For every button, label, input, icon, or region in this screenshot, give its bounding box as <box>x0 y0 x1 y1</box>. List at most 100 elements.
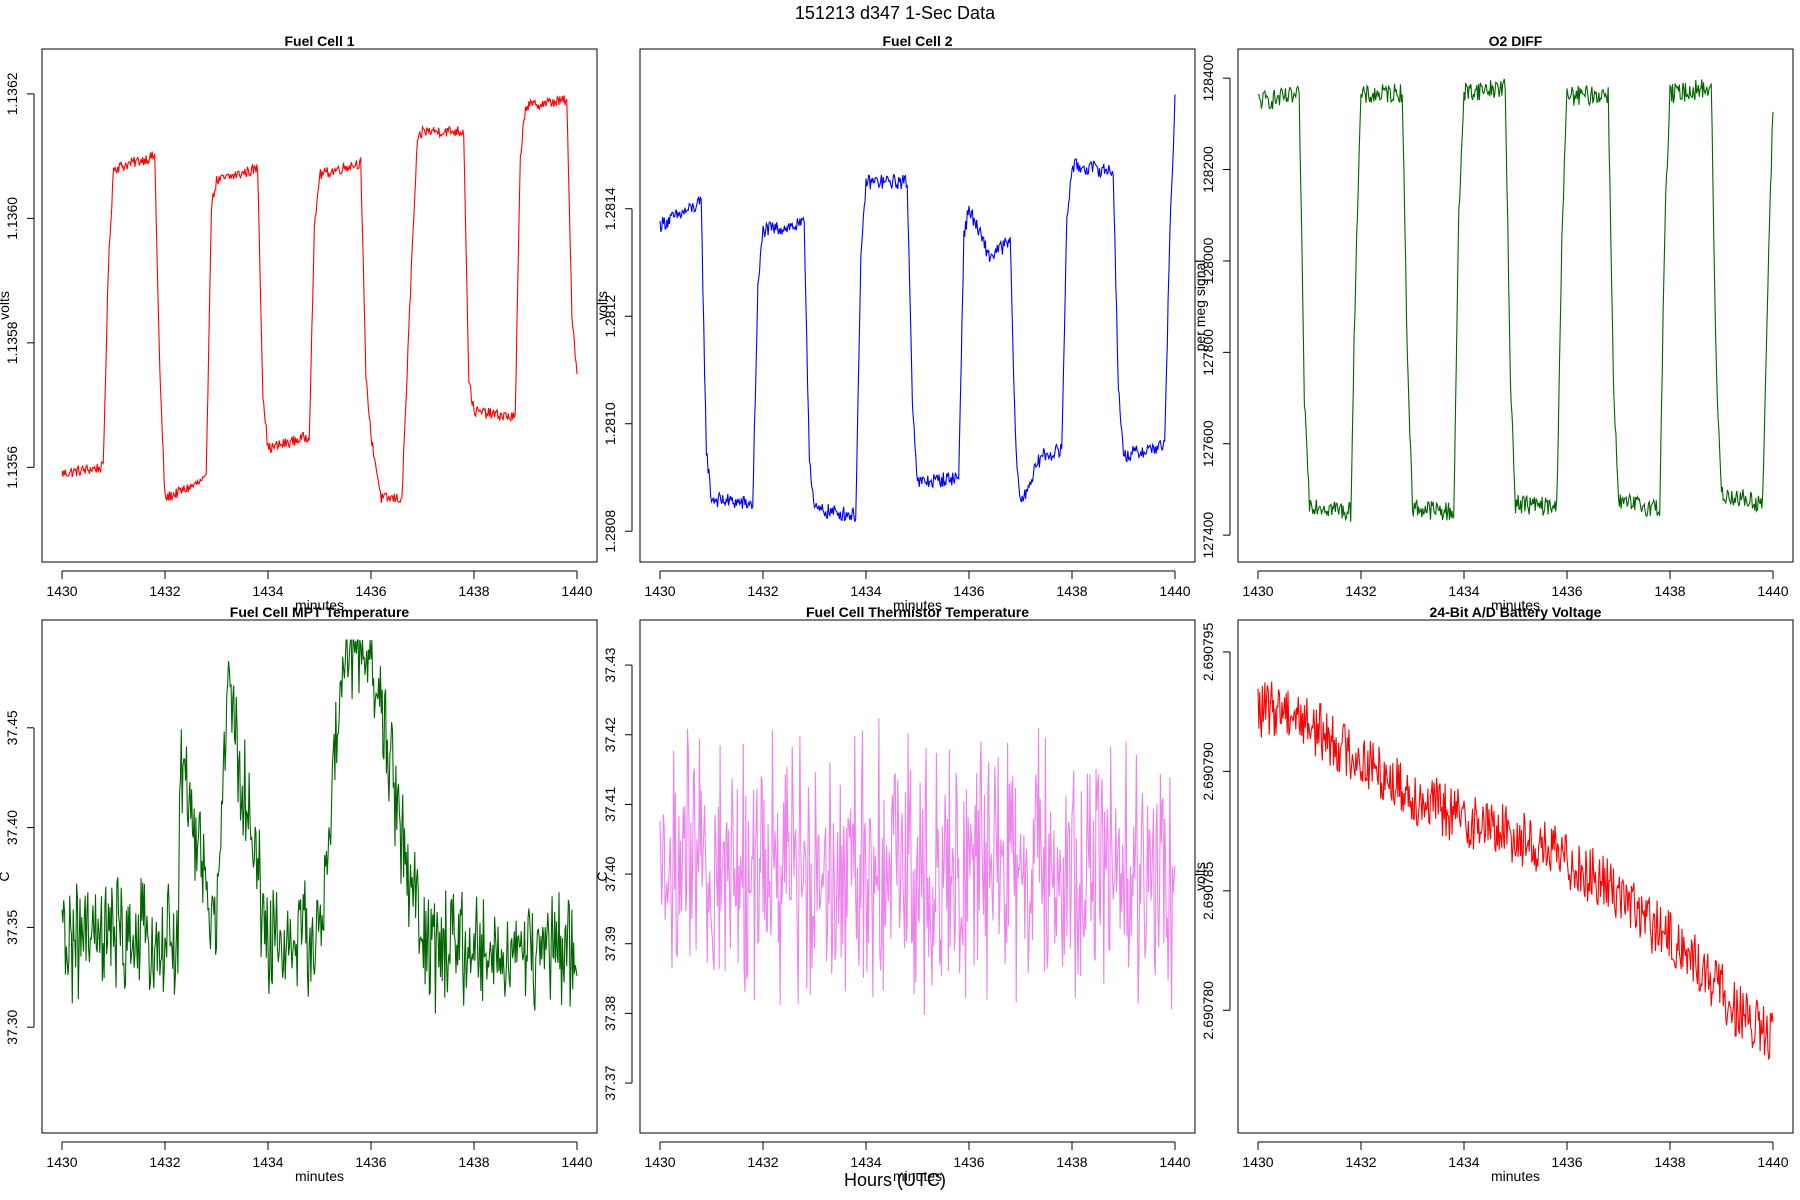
y-axis-label: C <box>594 871 610 881</box>
y-tick-label: 37.39 <box>602 926 618 961</box>
x-tick-label: 1440 <box>1159 1154 1190 1170</box>
y-tick-label: 2.690795 <box>1200 623 1216 682</box>
y-tick-label: 37.42 <box>602 717 618 752</box>
x-tick-label: 1434 <box>1448 583 1479 599</box>
x-tick-label: 1432 <box>149 583 180 599</box>
x-axis-label: minutes <box>295 1168 344 1184</box>
y-axis-label: volts <box>1192 862 1208 891</box>
x-tick-label: 1434 <box>1448 1154 1479 1170</box>
y-tick-label: 37.30 <box>4 1009 20 1044</box>
chart-panel-4: Fuel Cell MPT Temperature 1430 1432 1434 143… <box>0 604 598 1184</box>
chart-title: Fuel Cell MPT Temperature <box>230 604 410 620</box>
x-tick-label: 1438 <box>1654 583 1685 599</box>
series-line <box>659 94 1176 523</box>
x-axis-label: minutes <box>1491 1168 1540 1184</box>
y-tick-label: 128000 <box>1200 237 1216 284</box>
y-tick-label: 127400 <box>1200 512 1216 559</box>
x-tick-label: 1436 <box>1551 1154 1582 1170</box>
x-tick-label: 1430 <box>46 583 77 599</box>
chart-panel-3: O2 DIFF 1430 1432 1434 1436 1438 1440 minutes 12… <box>1192 33 1794 613</box>
x-tick-label: 1432 <box>1345 583 1376 599</box>
y-axis-label: C <box>0 871 12 881</box>
x-tick-label: 1430 <box>1242 1154 1273 1170</box>
x-tick-label: 1430 <box>644 583 675 599</box>
series-line <box>1257 681 1774 1061</box>
y-tick-label: 37.37 <box>602 1065 618 1100</box>
plot-frame <box>639 48 1196 563</box>
x-tick-label: 1432 <box>747 1154 778 1170</box>
y-tick-label: 37.43 <box>602 647 618 682</box>
y-tick-label: 37.38 <box>602 996 618 1031</box>
y-tick-label: 37.35 <box>4 910 20 945</box>
x-tick-label: 1440 <box>1757 583 1788 599</box>
x-tick-label: 1438 <box>1056 1154 1087 1170</box>
x-tick-label: 1438 <box>1056 583 1087 599</box>
x-tick-label: 1440 <box>561 583 592 599</box>
y-tick-label: 1.1356 <box>4 446 20 489</box>
y-tick-label: 37.40 <box>602 856 618 891</box>
plot-frame <box>1237 619 1794 1134</box>
plot-frame <box>1237 48 1794 563</box>
y-tick-label: 2.690780 <box>1200 981 1216 1040</box>
x-tick-label: 1432 <box>149 1154 180 1170</box>
y-axis-label: per meg signal <box>1192 260 1208 352</box>
x-tick-label: 1434 <box>850 583 881 599</box>
x-tick-label: 1436 <box>953 1154 984 1170</box>
x-axis-label: minutes <box>1491 597 1540 613</box>
x-tick-label: 1430 <box>644 1154 675 1170</box>
chart-title: Fuel Cell 1 <box>284 33 354 49</box>
x-tick-label: 1432 <box>1345 1154 1376 1170</box>
x-axis-label: minutes <box>893 1168 942 1184</box>
figure-xlabel: Hours (UTC) <box>844 1170 946 1190</box>
series-line <box>61 95 578 504</box>
x-tick-label: 1436 <box>355 583 386 599</box>
series-line <box>1257 78 1774 522</box>
y-tick-label: 37.45 <box>4 710 20 745</box>
x-tick-label: 1440 <box>1757 1154 1788 1170</box>
x-tick-label: 1432 <box>747 583 778 599</box>
x-tick-label: 1438 <box>458 1154 489 1170</box>
y-axis-label: volts <box>0 291 12 320</box>
x-tick-label: 1438 <box>458 583 489 599</box>
x-tick-label: 1436 <box>953 583 984 599</box>
y-tick-label: 1.1362 <box>4 72 20 115</box>
series-line <box>61 639 578 1014</box>
x-tick-label: 1434 <box>252 1154 283 1170</box>
y-tick-label: 37.40 <box>4 810 20 845</box>
panels: Fuel Cell 1 1430 1432 1434 1436 1438 1440 minut… <box>0 33 1794 1184</box>
x-tick-label: 1436 <box>355 1154 386 1170</box>
y-tick-label: 1.2810 <box>602 402 618 445</box>
y-tick-label: 1.2812 <box>602 295 618 338</box>
chart-title: O2 DIFF <box>1489 33 1543 49</box>
y-tick-label: 1.1358 <box>4 321 20 364</box>
y-tick-label: 127600 <box>1200 420 1216 467</box>
y-tick-label: 128400 <box>1200 55 1216 102</box>
x-tick-label: 1430 <box>46 1154 77 1170</box>
x-tick-label: 1438 <box>1654 1154 1685 1170</box>
chart-panel-2: Fuel Cell 2 1430 1432 1434 1436 1438 1440 minut… <box>594 33 1196 613</box>
y-tick-label: 128200 <box>1200 146 1216 193</box>
y-tick-label: 1.1360 <box>4 197 20 240</box>
y-tick-label: 2.690785 <box>1200 861 1216 920</box>
y-tick-label: 127800 <box>1200 329 1216 376</box>
plot-frame <box>639 619 1196 1134</box>
y-tick-label: 37.41 <box>602 787 618 822</box>
series-line <box>659 718 1176 1016</box>
plot-frame <box>41 619 598 1134</box>
chart-panel-1: Fuel Cell 1 1430 1432 1434 1436 1438 1440 minut… <box>0 33 598 613</box>
x-axis-label: minutes <box>295 597 344 613</box>
figure-title: 151213 d347 1-Sec Data <box>795 3 996 23</box>
y-axis-label: volts <box>594 291 610 320</box>
x-axis-label: minutes <box>893 597 942 613</box>
chart-panel-6: 24-Bit A/D Battery Voltage 1430 1432 1434 14… <box>1192 604 1794 1184</box>
chart-panel-5: Fuel Cell Thermistor Temperature 1430 1432… <box>594 604 1196 1184</box>
chart-title: 24-Bit A/D Battery Voltage <box>1430 604 1602 620</box>
y-tick-label: 1.2814 <box>602 187 618 230</box>
x-tick-label: 1440 <box>1159 583 1190 599</box>
y-tick-label: 2.690790 <box>1200 742 1216 801</box>
chart-title: Fuel Cell Thermistor Temperature <box>806 604 1029 620</box>
x-tick-label: 1434 <box>252 583 283 599</box>
plot-frame <box>41 48 598 563</box>
x-tick-label: 1434 <box>850 1154 881 1170</box>
